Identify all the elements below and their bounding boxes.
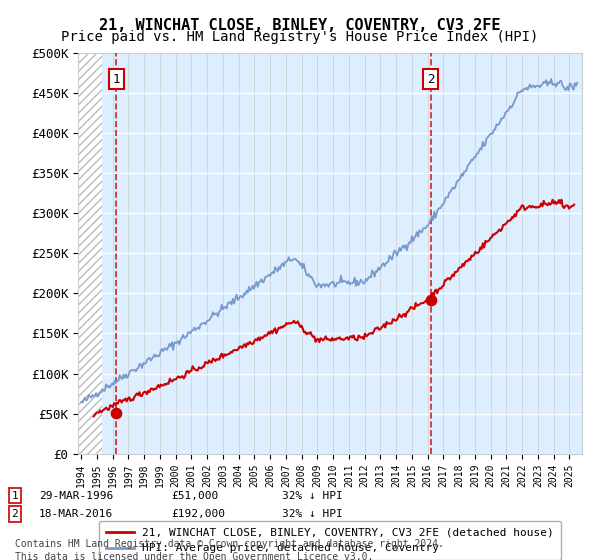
Text: 32% ↓ HPI: 32% ↓ HPI bbox=[282, 509, 343, 519]
Text: 32% ↓ HPI: 32% ↓ HPI bbox=[282, 491, 343, 501]
Bar bbox=[78, 53, 101, 454]
Text: £192,000: £192,000 bbox=[171, 509, 225, 519]
Text: 21, WINCHAT CLOSE, BINLEY, COVENTRY, CV3 2FE: 21, WINCHAT CLOSE, BINLEY, COVENTRY, CV3… bbox=[99, 18, 501, 34]
Point bbox=[112, 408, 121, 417]
Text: 29-MAR-1996: 29-MAR-1996 bbox=[39, 491, 113, 501]
Text: 2: 2 bbox=[427, 73, 435, 86]
Text: 18-MAR-2016: 18-MAR-2016 bbox=[39, 509, 113, 519]
Point bbox=[426, 295, 436, 304]
Text: 1: 1 bbox=[113, 73, 120, 86]
Text: 1: 1 bbox=[11, 491, 19, 501]
Text: Contains HM Land Registry data © Crown copyright and database right 2024.
This d: Contains HM Land Registry data © Crown c… bbox=[15, 539, 444, 560]
Text: 2: 2 bbox=[11, 509, 19, 519]
Text: Price paid vs. HM Land Registry's House Price Index (HPI): Price paid vs. HM Land Registry's House … bbox=[61, 30, 539, 44]
Text: £51,000: £51,000 bbox=[171, 491, 218, 501]
Legend: 21, WINCHAT CLOSE, BINLEY, COVENTRY, CV3 2FE (detached house), HPI: Average pric: 21, WINCHAT CLOSE, BINLEY, COVENTRY, CV3… bbox=[99, 521, 561, 560]
